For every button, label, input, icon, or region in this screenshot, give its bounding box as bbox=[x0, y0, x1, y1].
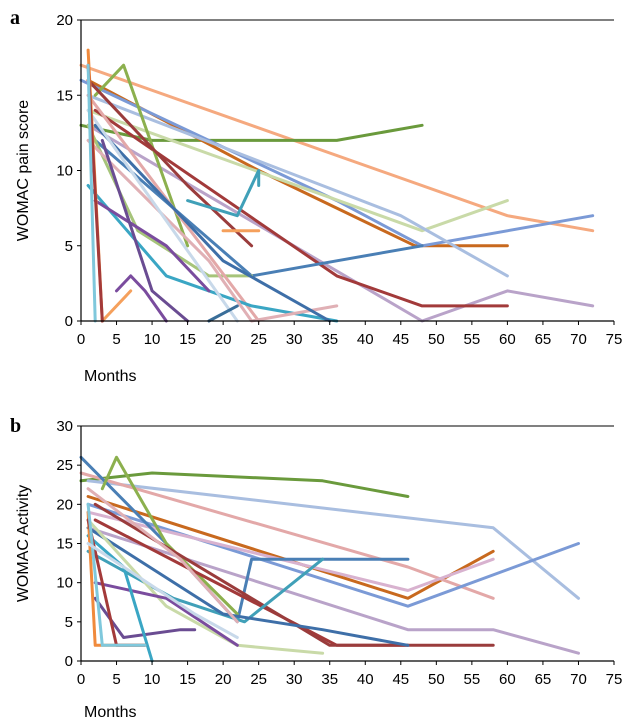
x-tick-label: 20 bbox=[215, 331, 232, 348]
series-line-a-23 bbox=[86, 63, 97, 323]
y-tick-label: 30 bbox=[56, 418, 73, 435]
x-tick-label: 65 bbox=[535, 671, 552, 688]
y-tick-label: 10 bbox=[56, 575, 73, 592]
series-line-a-14 bbox=[86, 138, 339, 323]
series-line-b-21 bbox=[86, 487, 239, 624]
series-line-b-13 bbox=[86, 526, 410, 647]
series-line-b-3 bbox=[86, 495, 495, 600]
x-tick-label: 15 bbox=[179, 331, 196, 348]
x-tick-label: 10 bbox=[144, 671, 161, 688]
y-tick-label: 5 bbox=[65, 614, 73, 631]
y-tick-label: 15 bbox=[56, 87, 73, 104]
x-tick-label: 75 bbox=[606, 331, 623, 348]
series-line-b-20 bbox=[86, 502, 147, 647]
x-tick-label: 60 bbox=[499, 671, 516, 688]
series-line-a-27 bbox=[115, 274, 168, 323]
x-tick-label: 25 bbox=[250, 331, 267, 348]
series-line-a-2 bbox=[79, 123, 424, 142]
series-line-a-15 bbox=[86, 78, 254, 248]
series-line-b-2 bbox=[86, 479, 580, 600]
series-line-b-15 bbox=[93, 581, 239, 647]
x-tick-label: 55 bbox=[464, 671, 481, 688]
x-tick-label: 10 bbox=[144, 331, 161, 348]
y-axis-title: WOMAC Activity bbox=[15, 485, 32, 602]
series-line-a-1 bbox=[79, 63, 595, 233]
series-line-a-17 bbox=[93, 199, 211, 293]
y-tick-label: 0 bbox=[65, 653, 73, 670]
series-line-b-4 bbox=[79, 471, 495, 600]
panel-b: b 0 5 10 15 20 25 30 0 5 10 15 20 25 30 35 40 45 50 55 60 65… bbox=[10, 415, 622, 721]
x-tick-label: 45 bbox=[392, 671, 409, 688]
x-tick-label: 70 bbox=[570, 331, 587, 348]
x-tick-label: 55 bbox=[464, 331, 481, 348]
y-tick-label: 5 bbox=[65, 238, 73, 255]
x-tick-label: 75 bbox=[606, 671, 623, 688]
y-tick-label: 25 bbox=[56, 457, 73, 474]
x-tick-label: 30 bbox=[286, 331, 303, 348]
series-line-a-6 bbox=[86, 93, 509, 278]
series-line-a-10 bbox=[93, 63, 190, 248]
x-tick-label: 0 bbox=[77, 331, 85, 348]
series-line-a-16 bbox=[93, 123, 332, 323]
x-tick-label: 20 bbox=[215, 671, 232, 688]
series-line-b-8 bbox=[79, 455, 410, 624]
y-tick-label: 10 bbox=[56, 163, 73, 180]
x-tick-label: 50 bbox=[428, 671, 445, 688]
series-line-a-3 bbox=[86, 78, 509, 248]
series-line-b-12 bbox=[86, 549, 325, 624]
series-line-b-22 bbox=[86, 542, 239, 639]
series-line-b-9 bbox=[100, 455, 239, 616]
x-tick-label: 40 bbox=[357, 331, 374, 348]
series-line-b-6 bbox=[86, 510, 495, 592]
x-tick-label: 25 bbox=[250, 671, 267, 688]
y-tick-label: 15 bbox=[56, 536, 73, 553]
x-tick-label: 30 bbox=[286, 671, 303, 688]
series-line-b-11 bbox=[93, 502, 495, 647]
x-tick-label: 0 bbox=[77, 671, 85, 688]
x-axis-title: Months bbox=[84, 368, 136, 385]
x-tick-label: 45 bbox=[392, 331, 409, 348]
x-tick-label: 40 bbox=[357, 671, 374, 688]
series-line-a-8 bbox=[93, 108, 509, 308]
series-line-b-14 bbox=[86, 518, 325, 655]
y-axis-title: WOMAC pain score bbox=[15, 100, 32, 241]
x-tick-label: 15 bbox=[179, 671, 196, 688]
panel-b-letter: b bbox=[10, 415, 21, 437]
x-tick-label: 65 bbox=[535, 331, 552, 348]
x-tick-label: 50 bbox=[428, 331, 445, 348]
x-tick-label: 5 bbox=[112, 331, 120, 348]
series-line-a-19 bbox=[86, 108, 239, 323]
x-tick-label: 60 bbox=[499, 331, 516, 348]
series-line-a-18 bbox=[100, 138, 190, 323]
series-line-a-5 bbox=[86, 108, 509, 233]
series-line-a-21 bbox=[100, 289, 133, 323]
x-tick-label: 5 bbox=[112, 671, 120, 688]
x-tick-label: 70 bbox=[570, 671, 587, 688]
series-line-a-25 bbox=[186, 169, 261, 218]
y-tick-label: 20 bbox=[56, 496, 73, 513]
series-line-b-1 bbox=[79, 471, 410, 498]
x-tick-label: 35 bbox=[321, 671, 338, 688]
panel-a: a 0 5 10 15 20 0 5 10 15 20 25 30 35 40 45 50 55 60 65 70 75… bbox=[10, 7, 622, 385]
y-tick-label: 0 bbox=[65, 313, 73, 330]
y-tick-label: 20 bbox=[56, 12, 73, 29]
panel-a-letter: a bbox=[10, 7, 20, 29]
series-line-a-26 bbox=[207, 304, 239, 323]
x-axis-title: Months bbox=[84, 704, 136, 721]
x-tick-label: 35 bbox=[321, 331, 338, 348]
series-line-a-7 bbox=[86, 123, 595, 323]
